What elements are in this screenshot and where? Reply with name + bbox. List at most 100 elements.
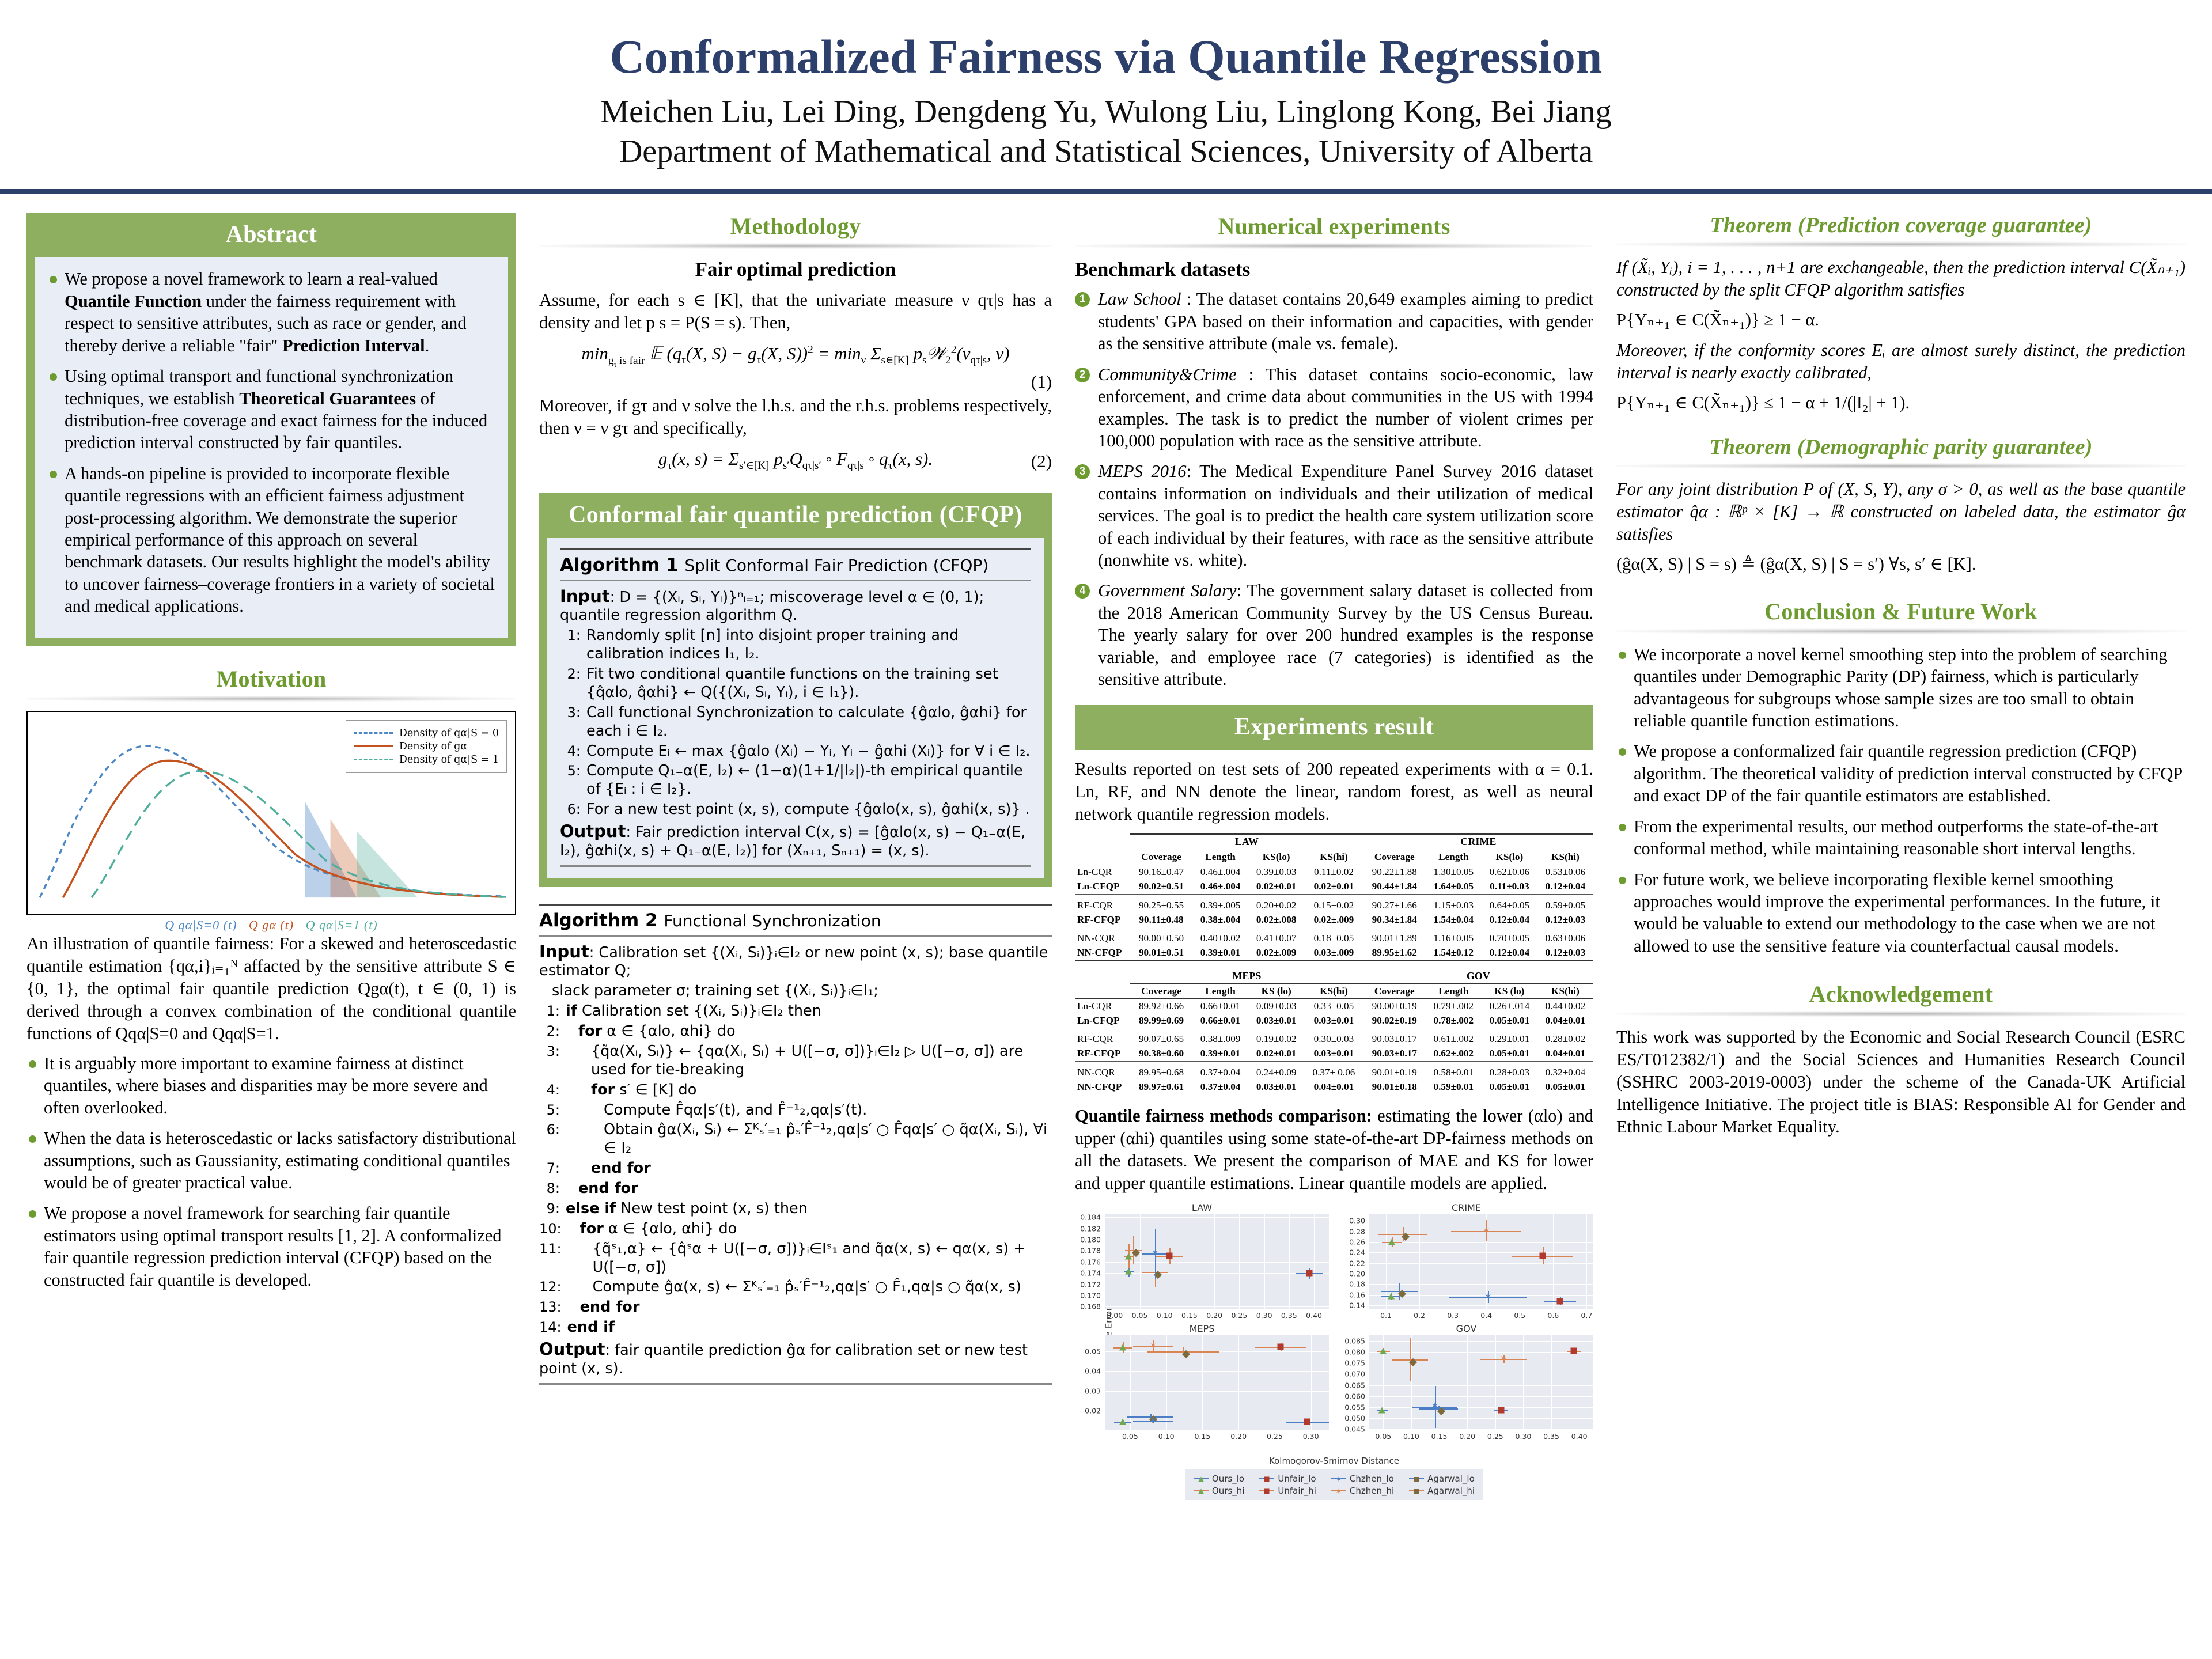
step-text: Compute Eᵢ ← max {ĝαlo (Xᵢ) − Yᵢ, Yᵢ − ĝ… bbox=[586, 742, 1031, 760]
motivation-heading: Motivation bbox=[216, 665, 327, 692]
x-tick-label: 0.5 bbox=[1514, 1311, 1526, 1320]
step-number: 9: bbox=[546, 1200, 560, 1217]
gridline-horizontal bbox=[1105, 1306, 1329, 1308]
header-divider bbox=[0, 189, 2212, 195]
table-row: NN-CFQP 90.01±0.51 0.39±0.01 0.02±.009 0.03±… bbox=[1075, 946, 1593, 961]
abstract-bullet: A hands-on pipeline is provided to incor… bbox=[47, 463, 495, 618]
column-header: Length bbox=[1205, 985, 1236, 997]
algorithm-step: 3: Call functional Synchronization to cal… bbox=[560, 704, 1031, 741]
table-cell: 0.12±0.04 bbox=[1545, 881, 1586, 892]
gridline-horizontal bbox=[1369, 1294, 1593, 1296]
keyword: end for bbox=[579, 1298, 640, 1316]
table-cell: 90.07±0.65 bbox=[1138, 1033, 1184, 1045]
table-cell: 0.59±0.05 bbox=[1545, 899, 1586, 911]
table-cell: 0.19±0.02 bbox=[1256, 1033, 1297, 1045]
legend-label: Density of gα bbox=[399, 740, 468, 752]
table-row: NN-CQR 90.00±0.50 0.40±0.02 0.41±0.07 0.18±0… bbox=[1075, 931, 1593, 946]
gridline-vertical bbox=[1467, 1335, 1468, 1431]
table-cell: 0.02±0.01 bbox=[1256, 881, 1297, 892]
column-abstract-motivation: Abstract We propose a novel framework to… bbox=[26, 213, 516, 1300]
x-tick-label: 0.3 bbox=[1447, 1311, 1459, 1320]
step-text: Compute ĝα(x, s) ← Σᴷₛ′₌₁ p̂ₛ′F̂⁻¹₂,qα|s… bbox=[592, 1278, 1021, 1296]
table-cell: 90.00±0.50 bbox=[1138, 933, 1184, 944]
table-cell: 0.24±0.09 bbox=[1256, 1066, 1297, 1078]
table-cell: 0.62±0.06 bbox=[1489, 866, 1530, 878]
x-tick-label: 0.05 bbox=[1122, 1432, 1138, 1441]
error-bar-vertical bbox=[1183, 1347, 1184, 1355]
gridline-vertical bbox=[1238, 1335, 1240, 1431]
table-cell: 0.79±.002 bbox=[1433, 1000, 1474, 1012]
table-header-row: Coverage Length KS(lo) KS(hi) Coverage Length… bbox=[1075, 850, 1593, 865]
x-tick-label: 0.35 bbox=[1281, 1311, 1297, 1320]
step-number: 1: bbox=[546, 1003, 560, 1020]
table-cell: 0.03±0.01 bbox=[1256, 1081, 1297, 1092]
step-text: end for bbox=[567, 1298, 1052, 1317]
gridline-vertical bbox=[1310, 1335, 1312, 1431]
gridline-horizontal bbox=[1105, 1273, 1329, 1274]
table-cell: 0.41±0.07 bbox=[1256, 933, 1297, 944]
scatter-panel-law: LAW 0.00 0.05 0.10 0.15 0.20 0.25 0.30 0.35 0.40 0… bbox=[1075, 1202, 1329, 1320]
algorithm-step: 5: Compute F̂qα|s′(t), and F̂⁻¹₂,qα|s′(t)… bbox=[539, 1101, 1052, 1120]
legend-marker-star: ✶ bbox=[1335, 1487, 1342, 1496]
benchmark-dataset-item: 2 Community&Crime : This dataset contains… bbox=[1075, 363, 1593, 452]
data-point-unfair_lo bbox=[1498, 1407, 1505, 1414]
row-label: Ln-CFQP bbox=[1077, 1014, 1120, 1026]
table-cell: 0.46±.004 bbox=[1200, 866, 1241, 878]
x-tick-label: 0.35 bbox=[1543, 1432, 1559, 1441]
algorithm-step: 6: For a new test point (x, s), compute {… bbox=[560, 801, 1031, 819]
gridline-horizontal bbox=[1369, 1263, 1593, 1264]
benchmark-datasets-heading: Benchmark datasets bbox=[1075, 258, 1251, 281]
table-cell: 0.63±0.06 bbox=[1545, 933, 1586, 944]
separator-rule bbox=[1075, 1060, 1593, 1066]
plot-area: 0.00 0.05 0.10 0.15 0.20 0.25 0.30 0.35 0.40 0.16… bbox=[1080, 1213, 1329, 1320]
gridline-vertical bbox=[1419, 1214, 1421, 1310]
x-tick-label: 0.00 bbox=[1107, 1311, 1123, 1320]
gridline-horizontal bbox=[1369, 1340, 1593, 1342]
algorithm-1-steps: 1: Randomly split [n] into disjoint prope… bbox=[560, 627, 1031, 819]
table-cell: 0.58±0.01 bbox=[1433, 1066, 1474, 1078]
section-rule bbox=[539, 243, 1052, 249]
algorithm-1: Algorithm 1 Split Conformal Fair Predict… bbox=[560, 548, 1031, 867]
conclusion-bullet: We incorporate a novel kernel smoothing … bbox=[1616, 643, 2186, 732]
y-tick-label: 0.28 bbox=[1349, 1227, 1365, 1236]
data-point-unfair_lo bbox=[1556, 1298, 1563, 1305]
keyword: for bbox=[591, 1081, 615, 1099]
emphasis-text: Quantile Function bbox=[65, 291, 202, 311]
section-rule bbox=[1616, 463, 2186, 469]
empty-cell bbox=[1075, 968, 1130, 984]
equation-2-tag: (2) bbox=[1031, 450, 1052, 471]
y-tick-label: 0.172 bbox=[1080, 1280, 1101, 1289]
algorithm-step: 1: if Calibration set {(Xᵢ, Sᵢ)}ᵢ∈I₂ then bbox=[539, 1002, 1052, 1021]
table-cell: 0.29±0.01 bbox=[1489, 1033, 1530, 1045]
step-text: {q̃ˢ₁,α} ← {q̂ˢα + U([−σ, σ])}ᵢ∈Iˢ₁ and … bbox=[592, 1240, 1026, 1276]
row-label: RF-CQR bbox=[1077, 899, 1113, 911]
keyword: end for bbox=[578, 1180, 638, 1197]
legend-line: ✶ bbox=[1331, 1476, 1346, 1483]
algorithm-step: 13: end for bbox=[539, 1298, 1052, 1317]
gridline-horizontal bbox=[1369, 1284, 1593, 1285]
motivation-bullets: It is arguably more important to examine… bbox=[26, 1052, 516, 1291]
legend-entry-ours_hi: Ours_hi bbox=[1193, 1486, 1244, 1496]
table-cell: 0.12±0.03 bbox=[1545, 947, 1586, 959]
table-cell: 0.12±0.04 bbox=[1489, 914, 1530, 925]
column-numerical-experiments: Numerical experiments Benchmark datasets… bbox=[1075, 213, 1593, 1501]
legend-marker-diamond bbox=[1414, 1489, 1419, 1494]
x-tick-label: 0.4 bbox=[1480, 1311, 1493, 1320]
dataset-name: Government Salary bbox=[1098, 581, 1237, 601]
y-tick-label: 0.170 bbox=[1080, 1291, 1101, 1300]
panel-title: LAW bbox=[1191, 1202, 1213, 1214]
table-row: RF-CFQP 90.38±0.60 0.39±0.01 0.02±0.01 0.03±… bbox=[1075, 1047, 1593, 1062]
error-bar-vertical bbox=[1434, 1385, 1436, 1428]
dataset-group-label: CRIME bbox=[1363, 832, 1593, 850]
y-tick-label: 0.182 bbox=[1080, 1224, 1101, 1233]
table-cell: 0.11±0.03 bbox=[1490, 881, 1529, 892]
gridline-vertical bbox=[1553, 1214, 1554, 1310]
table-row-separator bbox=[1075, 927, 1593, 931]
algorithm-step: 3: {q̃α(Xᵢ, Sᵢ)} ← {qα(Xᵢ, Sᵢ) + U([−σ, σ… bbox=[539, 1043, 1052, 1080]
abstract-bullets: We propose a novel framework to learn a … bbox=[47, 268, 495, 617]
fair-optimal-prediction-subheading: Fair optimal prediction bbox=[695, 258, 896, 281]
table-row-separator bbox=[1075, 1028, 1593, 1032]
gridline-vertical bbox=[1386, 1214, 1387, 1310]
x-tick-label: 0.30 bbox=[1256, 1311, 1272, 1320]
gridline-horizontal bbox=[1369, 1418, 1593, 1419]
